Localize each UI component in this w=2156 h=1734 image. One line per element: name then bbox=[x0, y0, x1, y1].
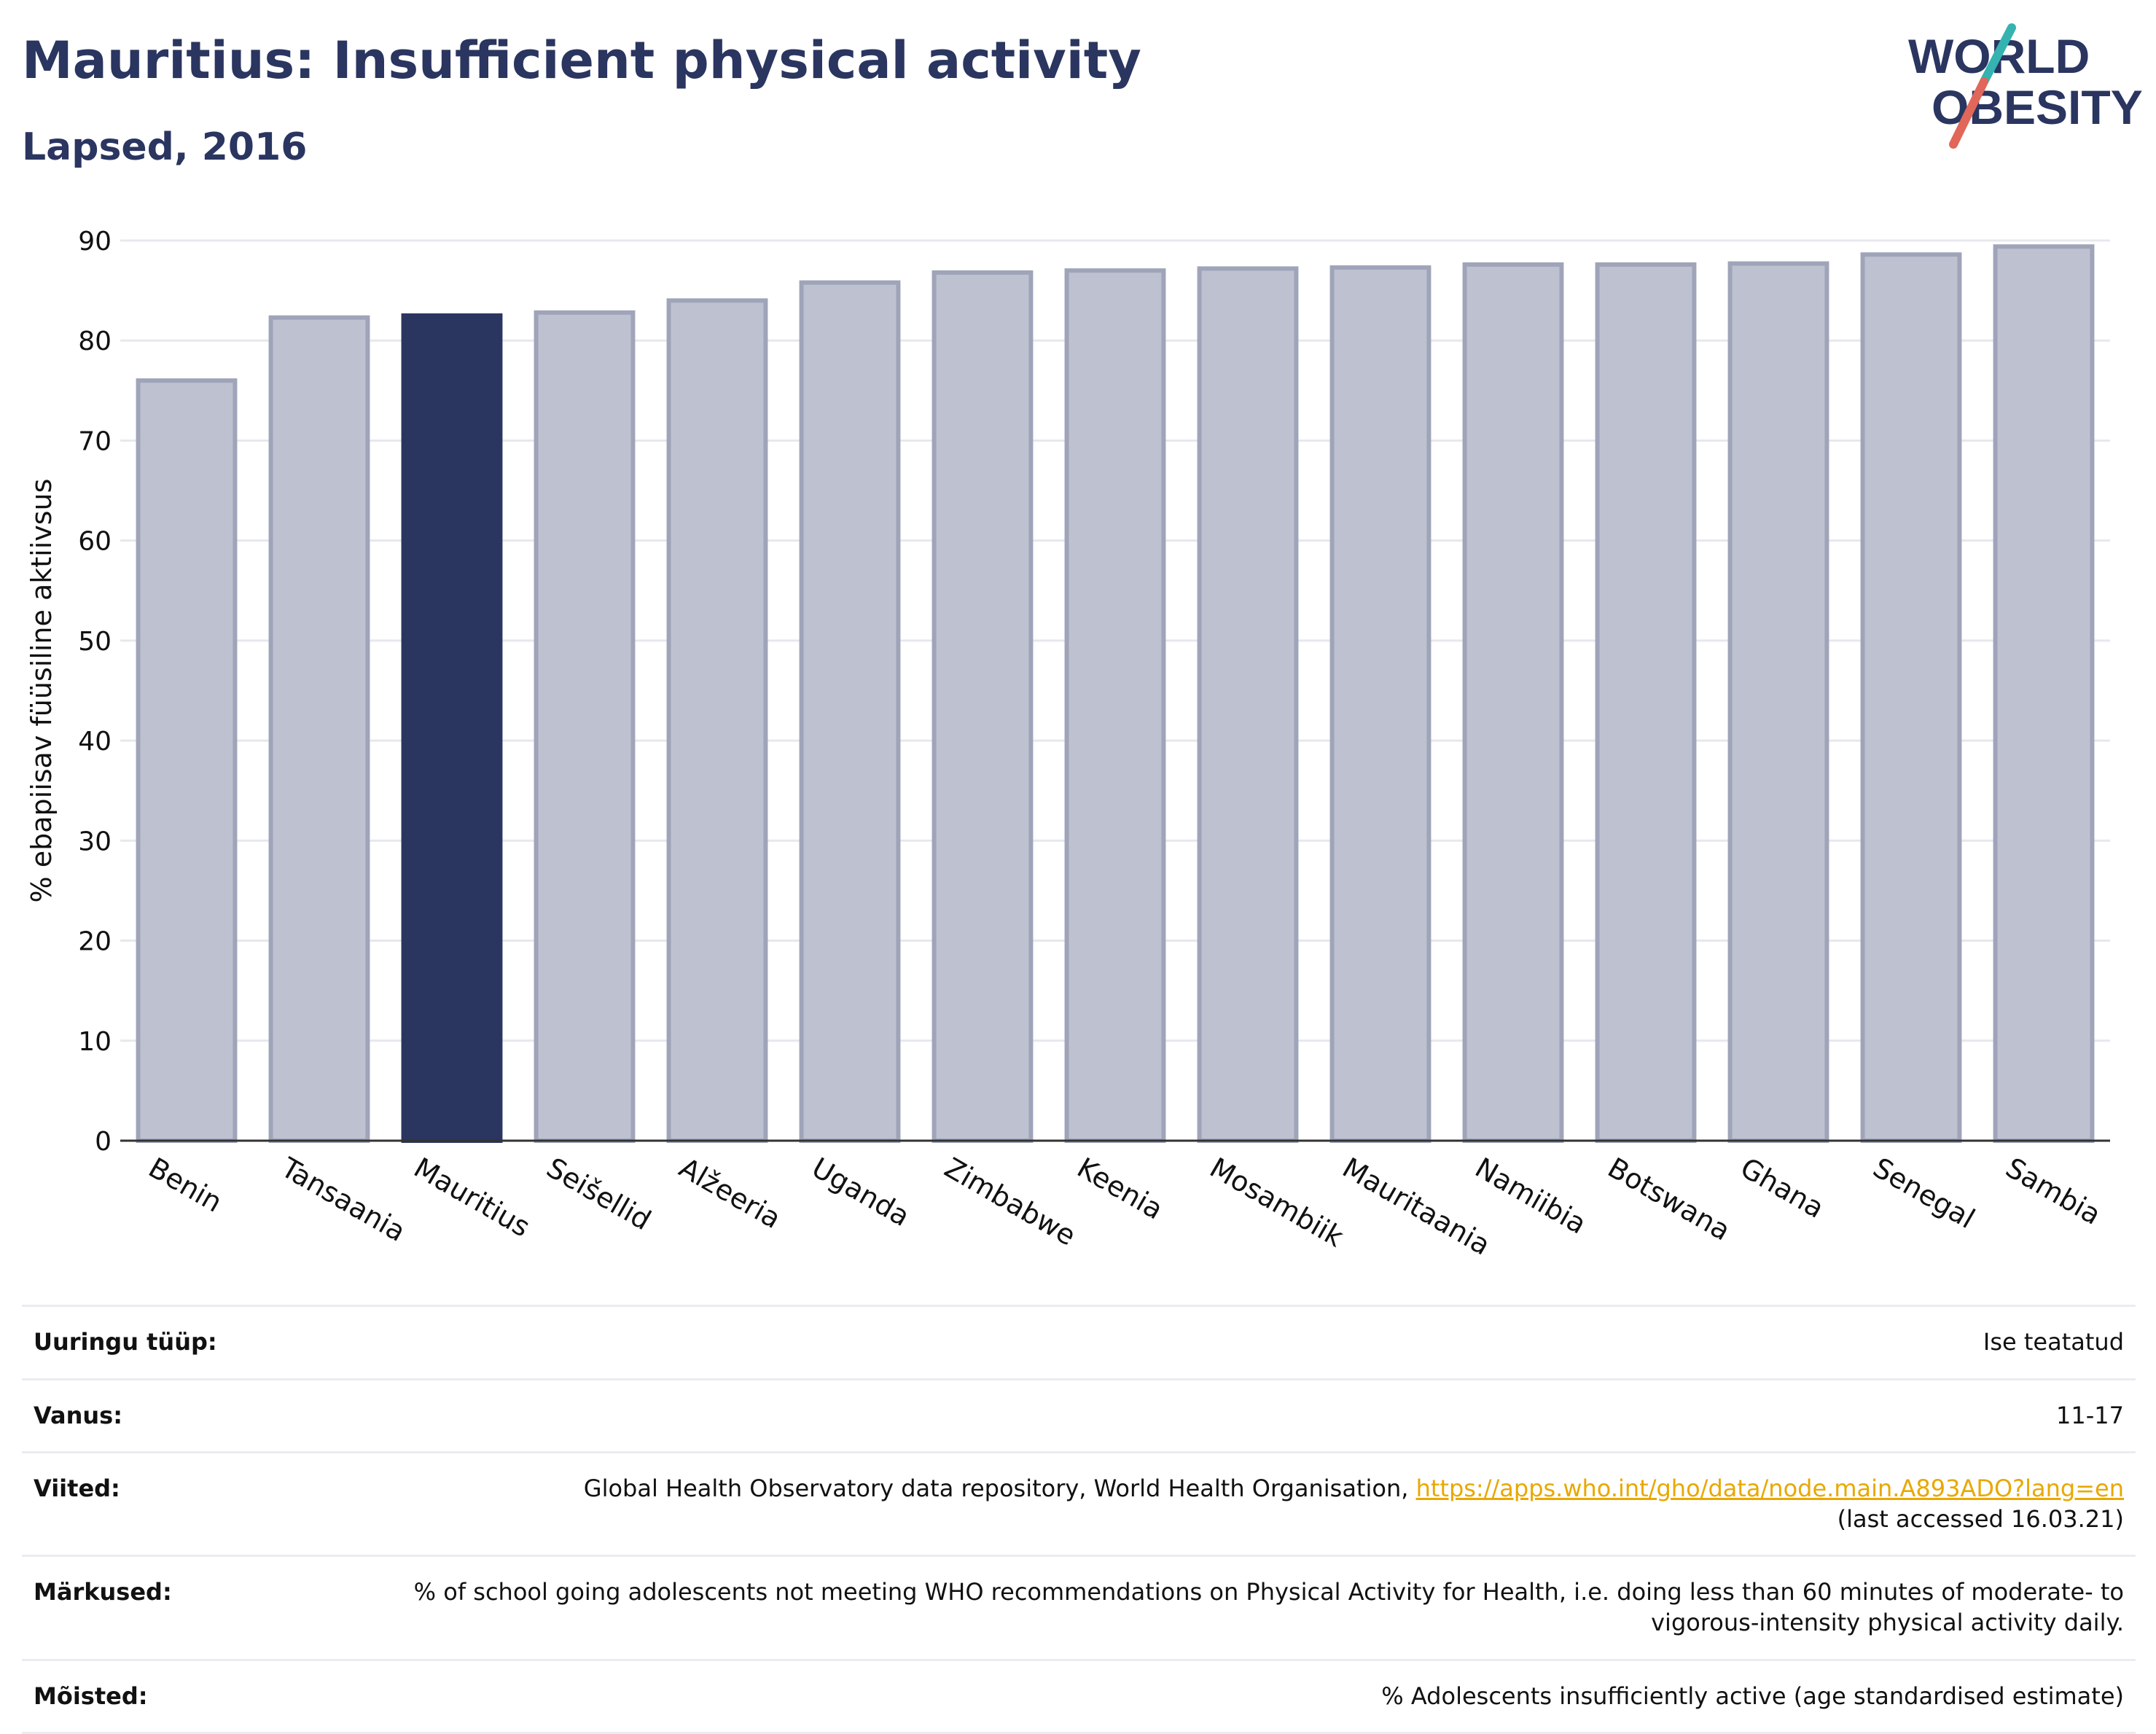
y-tick-label: 50 bbox=[78, 627, 112, 657]
reference-text: Global Health Observatory data repositor… bbox=[583, 1475, 1416, 1503]
reference-accessed: (last accessed 16.03.21) bbox=[1837, 1504, 2124, 1533]
bar bbox=[666, 298, 768, 1143]
x-tick-label: Zimbabwe bbox=[940, 1152, 1082, 1252]
logo-slash-teal bbox=[1980, 23, 2016, 86]
bar bbox=[1197, 266, 1299, 1143]
bar bbox=[1860, 252, 1962, 1144]
chart-subtitle: Lapsed, 2016 bbox=[22, 125, 308, 169]
world-obesity-logo: WORLD OBESITY bbox=[1908, 23, 2143, 149]
y-tick-label: 10 bbox=[78, 1027, 112, 1057]
details-key: Vanus: bbox=[22, 1378, 351, 1454]
y-tick-label: 40 bbox=[78, 727, 112, 757]
bar bbox=[1064, 268, 1166, 1144]
bar bbox=[534, 310, 636, 1143]
bar bbox=[931, 270, 1034, 1143]
x-tick-label: Mauritius bbox=[409, 1152, 536, 1243]
chart-title: Mauritius: Insufficient physical activit… bbox=[22, 31, 1141, 90]
y-tick-label: 20 bbox=[78, 927, 112, 957]
bar bbox=[1462, 262, 1564, 1143]
details-key: Uuringu tüüp: bbox=[22, 1305, 351, 1380]
x-tick-label: Alžeeria bbox=[674, 1152, 786, 1235]
details-value: Ise teatatud bbox=[351, 1305, 2136, 1380]
details-table: Uuringu tüüp: Ise teatatud Vanus: 11-17 … bbox=[22, 1305, 2136, 1734]
bar bbox=[136, 378, 238, 1143]
reference-link[interactable]: https://apps.who.int/gho/data/node.main.… bbox=[1415, 1475, 2124, 1503]
details-value: % Adolescents insufficiently active (age… bbox=[351, 1658, 2136, 1734]
logo-slash-red bbox=[1949, 77, 1988, 149]
x-tick-label: Senegal bbox=[1868, 1152, 1980, 1235]
x-tick-label: Botswana bbox=[1603, 1152, 1736, 1247]
x-tick-label: Mosambiik bbox=[1205, 1152, 1349, 1254]
bar-highlight bbox=[401, 313, 503, 1144]
y-axis-label: % ebapiisav füüsiline aktiivsus bbox=[26, 479, 58, 903]
details-row-age: Vanus: 11-17 bbox=[22, 1378, 2136, 1454]
x-tick-label: Mauritaania bbox=[1337, 1152, 1496, 1262]
details-key: Viited: bbox=[22, 1451, 351, 1558]
y-tick-label: 60 bbox=[78, 527, 112, 557]
details-key: Mõisted: bbox=[22, 1658, 351, 1734]
details-row-survey-type: Uuringu tüüp: Ise teatatud bbox=[22, 1305, 2136, 1380]
x-tick-label: Uganda bbox=[807, 1152, 915, 1233]
details-row-references: Viited: Global Health Observatory data r… bbox=[22, 1451, 2136, 1558]
bar bbox=[1993, 244, 2095, 1144]
details-key: Märkused: bbox=[22, 1555, 351, 1661]
details-value: % of school going adolescents not meetin… bbox=[351, 1555, 2136, 1661]
x-tick-label: Sambia bbox=[2001, 1152, 2106, 1231]
x-tick-label: Namiibia bbox=[1470, 1152, 1592, 1241]
details-row-notes: Märkused: % of school going adolescents … bbox=[22, 1555, 2136, 1661]
bar bbox=[799, 280, 901, 1144]
details-value: Global Health Observatory data repositor… bbox=[351, 1451, 2136, 1558]
details-row-definitions: Mõisted: % Adolescents insufficiently ac… bbox=[22, 1658, 2136, 1734]
bar bbox=[1727, 261, 1829, 1143]
bar bbox=[1329, 265, 1432, 1143]
x-tick-label: Keenia bbox=[1072, 1152, 1169, 1226]
x-tick-label: Seišellid bbox=[542, 1152, 657, 1237]
x-tick-label: Benin bbox=[144, 1152, 228, 1219]
x-tick-label: Ghana bbox=[1735, 1152, 1830, 1225]
y-tick-label: 90 bbox=[78, 227, 112, 257]
bar bbox=[1595, 262, 1697, 1143]
y-tick-label: 0 bbox=[95, 1127, 112, 1157]
y-tick-label: 70 bbox=[78, 426, 112, 456]
y-tick-label: 30 bbox=[78, 827, 112, 856]
bar bbox=[268, 315, 370, 1143]
bars bbox=[136, 244, 2095, 1144]
details-value: 11-17 bbox=[351, 1378, 2136, 1454]
y-tick-label: 80 bbox=[78, 327, 112, 356]
y-tick-labels: 0 10 20 30 40 50 60 70 80 90 bbox=[78, 227, 112, 1157]
x-tick-label: Tansaania bbox=[276, 1151, 411, 1248]
